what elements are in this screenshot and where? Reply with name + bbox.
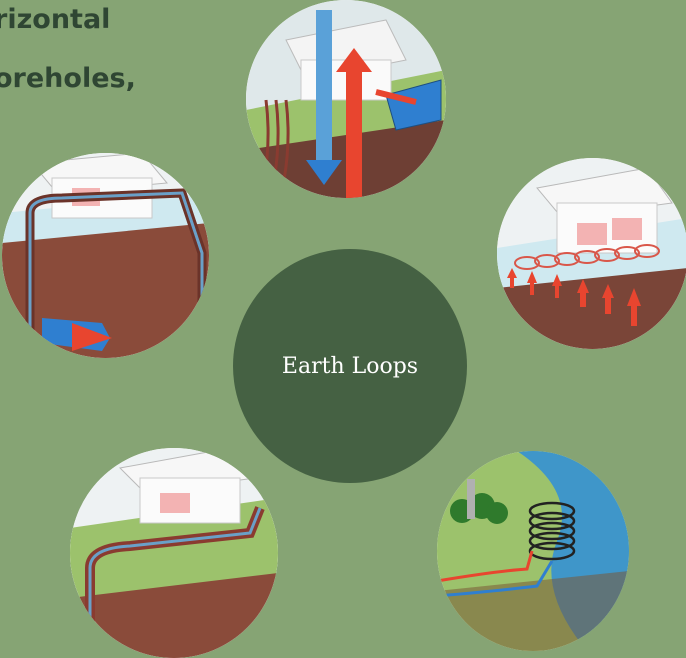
house-vertical-arrows-icon [246, 0, 446, 198]
heading-line-1: rizontal [0, 1, 110, 39]
vertical-borehole-illustration [2, 153, 209, 358]
house-borehole-icon [2, 153, 209, 358]
pond-coil-icon [437, 451, 629, 651]
house-slinky-coil-icon [497, 158, 686, 349]
pond-loop-illustration [437, 451, 629, 651]
horizontal-trench-illustration [70, 448, 278, 658]
hub-label: Earth Loops [282, 354, 418, 379]
heading-line-2: oreholes, [0, 60, 136, 98]
vertical-heat-flow-illustration [246, 0, 446, 198]
horizontal-slinky-illustration [497, 158, 686, 349]
earth-loops-hub: Earth Loops [233, 249, 467, 483]
house-horizontal-trench-icon [70, 448, 278, 658]
